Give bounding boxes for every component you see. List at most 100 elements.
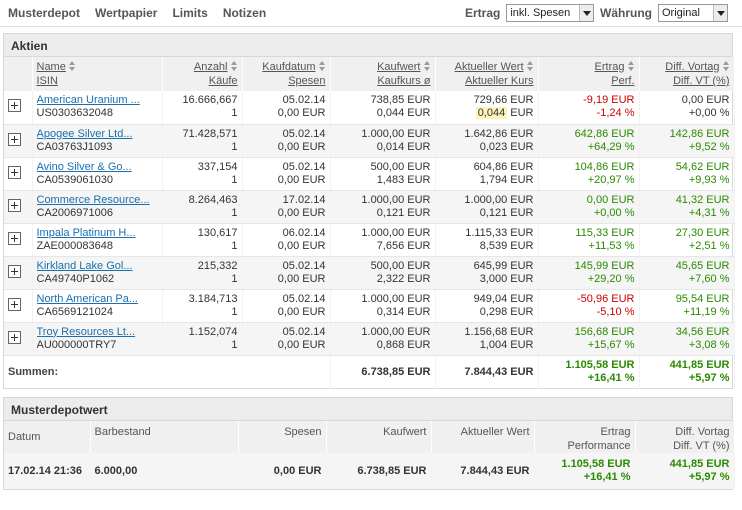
depotwert-aktwert: 7.844,43 EUR <box>431 453 535 489</box>
perf: -1,24 % <box>596 107 635 120</box>
stock-name-link[interactable]: Impala Platinum H... <box>36 226 136 239</box>
stock-name-link[interactable]: Avino Silver & Go... <box>36 160 132 173</box>
aktkurs-line: 0,121 EUR <box>440 207 534 220</box>
col-aktuell[interactable]: Aktueller Wert Aktueller Kurs <box>435 57 539 91</box>
expand-plus-icon[interactable] <box>8 99 21 113</box>
col-kaufdatum[interactable]: Kaufdatum Spesen <box>242 57 331 91</box>
col-name[interactable]: Name ISIN <box>32 57 163 91</box>
anzahl-cell: 130,617 1 <box>162 223 243 257</box>
sort-icon[interactable] <box>423 61 431 71</box>
ertrag-cell: 0,00 EUR +0,00 % <box>538 190 640 224</box>
waehrung-select[interactable]: Original <box>658 4 728 22</box>
col-aktwert2-label: Aktueller Wert <box>460 426 530 438</box>
table-row: Troy Resources Lt... AU000000TRY7 1.152,07… <box>4 322 735 356</box>
table-row: Commerce Resource... CA2006971006 8.264,46… <box>4 190 735 224</box>
col-anzahl[interactable]: Anzahl Käufe <box>162 57 243 91</box>
waehrung-control: Währung Original <box>600 4 728 22</box>
chevron-down-icon[interactable] <box>579 5 594 21</box>
waehrung-select-value: Original <box>662 7 700 19</box>
anzahl-cell: 3.184,713 1 <box>162 289 243 323</box>
aktkurs-unit: EUR <box>507 239 534 252</box>
aktkurs: 0,044 <box>475 107 508 120</box>
spesen: 0,00 EUR <box>277 239 326 252</box>
isin: CA0539061030 <box>36 173 113 186</box>
nav-musterdepot[interactable]: Musterdepot <box>8 6 80 20</box>
col-barbestand-label: Barbestand <box>94 426 151 438</box>
col-ertrag[interactable]: Ertrag Perf. <box>538 57 640 91</box>
expand-plus-icon[interactable] <box>8 330 21 344</box>
diffpct: +9,52 % <box>688 140 730 153</box>
stock-name-link[interactable]: American Uranium ... <box>36 94 140 107</box>
expand-plus-icon[interactable] <box>8 231 21 245</box>
aktien-rows: American Uranium ... US0303632048 16.666,6… <box>4 91 735 356</box>
sort-icon[interactable] <box>318 61 326 71</box>
col-ertrag2-l2: Performance <box>567 440 631 452</box>
col-kaufwert[interactable]: Kaufwert Kaufkurs ø <box>330 57 436 91</box>
nav-wertpapier[interactable]: Wertpapier <box>95 6 158 20</box>
expand-cell <box>4 157 33 191</box>
col-kaufwert-l2: Kaufkurs ø <box>377 75 431 87</box>
col-name-l1: Name <box>36 61 66 73</box>
kaufkurs: 0,314 EUR <box>376 305 431 318</box>
depotwert-panel: Musterdepotwert Datum Barbestand Spesen … <box>3 397 735 490</box>
table-row: Apogee Silver Ltd... CA03763J1093 71.428,5… <box>4 124 735 158</box>
col-kaufwert-l1: Kaufwert <box>377 61 421 73</box>
name-cell: Commerce Resource... CA2006971006 <box>32 190 163 224</box>
sort-icon[interactable] <box>68 61 76 71</box>
expand-cell <box>4 223 33 257</box>
nav-notizen[interactable]: Notizen <box>222 6 267 20</box>
summen-label: Summen: <box>4 355 331 389</box>
isin: CA2006971006 <box>36 206 113 219</box>
sort-icon[interactable] <box>230 61 238 71</box>
expand-plus-icon[interactable] <box>8 198 21 212</box>
expand-plus-icon[interactable] <box>8 297 21 311</box>
diff-cell: 54,62 EUR +9,93 % <box>639 157 735 191</box>
perf: +20,97 % <box>587 173 635 186</box>
ertrag: -50,96 EUR <box>577 292 635 305</box>
sort-icon[interactable] <box>722 61 730 71</box>
kaufwert-cell: 1.000,00 EUR 0,014 EUR <box>330 124 436 158</box>
col-aktwert2: Aktueller Wert <box>431 421 535 453</box>
summen-diff: 441,85 EUR +5,97 % <box>639 355 735 389</box>
isin: ZAE000083648 <box>36 239 113 252</box>
expand-plus-icon[interactable] <box>8 165 21 179</box>
stock-name-link[interactable]: Apogee Silver Ltd... <box>36 127 133 140</box>
ertrag-select[interactable]: inkl. Spesen <box>506 4 595 22</box>
kaeufe: 1 <box>231 305 238 318</box>
nav-limits[interactable]: Limits <box>172 6 208 20</box>
depotwert-row: 17.02.14 21:36 6.000,00 0,00 EUR 6.738,8… <box>4 453 735 489</box>
col-diff[interactable]: Diff. Vortag Diff. VT (%) <box>639 57 735 91</box>
isin: CA6569121024 <box>36 305 113 318</box>
ertrag-cell: 642,86 EUR +64,29 % <box>538 124 640 158</box>
top-bar: Musterdepot Wertpapier Limits Notizen Er… <box>0 0 742 27</box>
aktwert: 949,04 EUR <box>473 292 534 305</box>
col-aktuell-l1: Aktueller Wert <box>454 61 524 73</box>
stock-name-link[interactable]: Kirkland Lake Gol... <box>36 259 133 272</box>
aktkurs-line: 1,004 EUR <box>440 339 534 352</box>
kaeufe: 1 <box>231 206 238 219</box>
perf: +64,29 % <box>587 140 635 153</box>
col-datum: Datum <box>4 421 91 453</box>
aktkurs-line: 0,044 EUR <box>440 107 534 120</box>
summen-row: Summen: 6.738,85 EUR 7.844,43 EUR 1.105,… <box>4 355 735 389</box>
stock-name-link[interactable]: Commerce Resource... <box>36 193 150 206</box>
stock-name-link[interactable]: Troy Resources Lt... <box>36 325 136 338</box>
summen-perf-value: +16,41 % <box>587 372 635 385</box>
aktkurs-unit: EUR <box>507 107 534 120</box>
ertrag: 145,99 EUR <box>574 259 635 272</box>
expand-plus-icon[interactable] <box>8 264 21 278</box>
col-ertrag-l2: Perf. <box>611 75 635 87</box>
diff-cell: 95,54 EUR +11,19 % <box>639 289 735 323</box>
aktwert: 1.000,00 EUR <box>464 193 534 206</box>
chevron-down-icon[interactable] <box>713 5 727 21</box>
kaufdatum: 05.02.14 <box>282 325 326 338</box>
stock-name-link[interactable]: North American Pa... <box>36 292 139 305</box>
sort-icon[interactable] <box>627 61 635 71</box>
kaufdatum: 05.02.14 <box>282 292 326 305</box>
summen-ertrag-value: 1.105,58 EUR <box>565 359 635 372</box>
summen-ertrag: 1.105,58 EUR +16,41 % <box>538 355 640 389</box>
sort-icon[interactable] <box>526 61 534 71</box>
expand-plus-icon[interactable] <box>8 132 21 146</box>
aktkurs-unit: EUR <box>507 338 534 351</box>
depotwert-ertrag: 1.105,58 EUR +16,41 % <box>534 453 636 489</box>
